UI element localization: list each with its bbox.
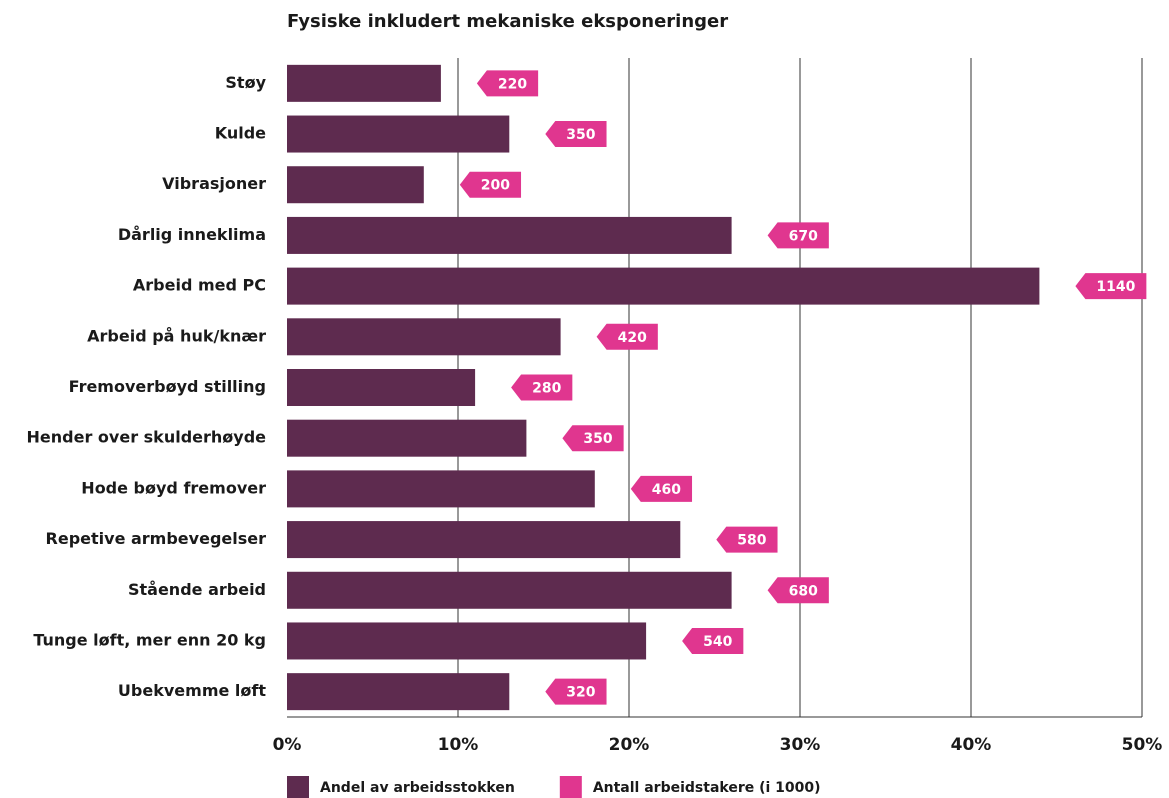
count-tag xyxy=(716,526,778,553)
count-tag xyxy=(476,70,539,97)
count-label: 680 xyxy=(789,583,818,599)
count-tag xyxy=(562,425,624,452)
count-label: 420 xyxy=(618,330,647,346)
bar xyxy=(287,318,561,356)
y-tick-label: Repetive armbevegelser xyxy=(46,529,267,548)
count-label: 1140 xyxy=(1096,279,1135,295)
x-tick-label: 0% xyxy=(273,735,302,755)
count-label: 320 xyxy=(566,685,595,701)
y-tick-label: Vibrasjoner xyxy=(162,174,266,193)
chart-title: Fysiske inkludert mekaniske eksponeringe… xyxy=(287,11,728,32)
bar xyxy=(287,267,1040,305)
count-label: 200 xyxy=(481,178,510,194)
bar xyxy=(287,571,732,609)
x-tick-label: 10% xyxy=(438,735,479,755)
bar xyxy=(287,64,441,102)
y-tick-label: Stående arbeid xyxy=(128,580,266,599)
count-label: 670 xyxy=(789,228,818,244)
x-tick-label: 40% xyxy=(951,735,992,755)
y-tick-label: Fremoverbøyd stilling xyxy=(69,377,266,396)
count-tag xyxy=(545,121,607,148)
bar xyxy=(287,622,647,660)
count-label: 460 xyxy=(652,482,681,498)
count-tag xyxy=(767,577,829,604)
legend-swatch xyxy=(559,776,582,798)
legend-swatch xyxy=(287,776,309,798)
count-tag xyxy=(1075,273,1147,300)
legend-label: Antall arbeidstakere (i 1000) xyxy=(593,780,821,796)
bar xyxy=(287,369,476,406)
count-label: 350 xyxy=(566,127,595,143)
bar xyxy=(287,166,424,204)
x-tick-label: 50% xyxy=(1122,735,1163,755)
y-tick-label: Kulde xyxy=(215,124,266,143)
count-tag xyxy=(459,171,522,198)
count-tag xyxy=(767,222,829,249)
bar xyxy=(287,521,681,559)
legend-label: Andel av arbeidsstokken xyxy=(320,780,515,796)
x-tick-label: 20% xyxy=(609,735,650,755)
y-tick-label: Tunge løft, mer enn 20 kg xyxy=(33,630,266,649)
bar xyxy=(287,419,527,457)
y-tick-label: Støy xyxy=(225,73,266,92)
count-label: 280 xyxy=(532,381,561,397)
count-tag xyxy=(596,323,658,350)
bar xyxy=(287,673,510,711)
count-label: 540 xyxy=(703,634,732,650)
y-tick-label: Ubekvemme løft xyxy=(118,681,266,700)
count-label: 580 xyxy=(737,533,766,549)
count-label: 220 xyxy=(498,76,527,92)
count-label: 350 xyxy=(583,431,612,447)
x-tick-label: 30% xyxy=(780,735,821,755)
y-tick-label: Dårlig inneklima xyxy=(118,225,266,244)
bar xyxy=(287,470,595,508)
count-tag xyxy=(511,374,573,401)
y-tick-label: Arbeid på huk/knær xyxy=(87,326,266,345)
count-tag xyxy=(545,678,607,705)
y-tick-label: Arbeid med PC xyxy=(133,276,266,295)
bar xyxy=(287,115,510,153)
count-tag xyxy=(630,475,693,502)
y-tick-label: Hender over skulderhøyde xyxy=(27,428,267,447)
bar xyxy=(287,216,732,254)
count-tag xyxy=(682,627,744,654)
y-tick-label: Hode bøyd fremover xyxy=(81,478,266,497)
